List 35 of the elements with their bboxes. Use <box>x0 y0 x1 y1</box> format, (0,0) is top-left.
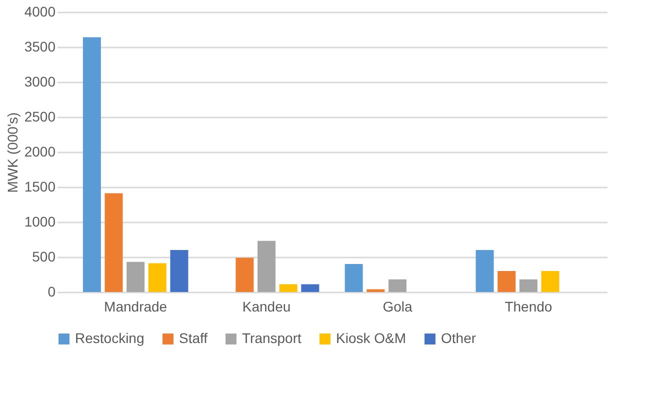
y-axis-title: MWK (000's) <box>4 112 20 193</box>
y-tick-label: 1000 <box>24 214 56 230</box>
y-tick-label: 0 <box>48 284 56 300</box>
bar <box>301 284 320 292</box>
bar <box>104 193 123 292</box>
x-tick-label: Mandrade <box>104 298 168 314</box>
y-tick-label: 1500 <box>24 178 56 194</box>
x-tick-label: Kandeu <box>242 298 291 314</box>
legend-label: Transport <box>242 330 302 346</box>
x-tick-label: Thendo <box>504 298 552 314</box>
bar <box>236 258 254 292</box>
y-tick-label: 2500 <box>24 108 56 124</box>
bar <box>541 271 560 292</box>
bar <box>170 250 188 292</box>
y-tick-label: 3000 <box>24 74 56 90</box>
bar <box>498 271 516 292</box>
x-tick-label: Gola <box>382 298 412 314</box>
bar <box>366 289 385 292</box>
y-tick-label: 2000 <box>24 144 56 160</box>
y-tick-label: 3500 <box>24 38 56 54</box>
bar <box>344 264 363 292</box>
bar <box>388 279 406 292</box>
bar <box>126 262 145 292</box>
y-tick-label: 500 <box>32 248 56 264</box>
bar <box>82 37 101 292</box>
legend-label: Restocking <box>75 330 144 346</box>
bar <box>148 263 166 292</box>
y-tick-label: 4000 <box>24 4 56 20</box>
bar <box>519 279 538 292</box>
legend-label: Kiosk O&M <box>336 330 406 346</box>
bar <box>258 240 276 292</box>
legend-label: Staff <box>179 330 208 346</box>
bar <box>279 284 298 292</box>
legend-label: Other <box>441 330 476 346</box>
bar <box>476 250 494 292</box>
